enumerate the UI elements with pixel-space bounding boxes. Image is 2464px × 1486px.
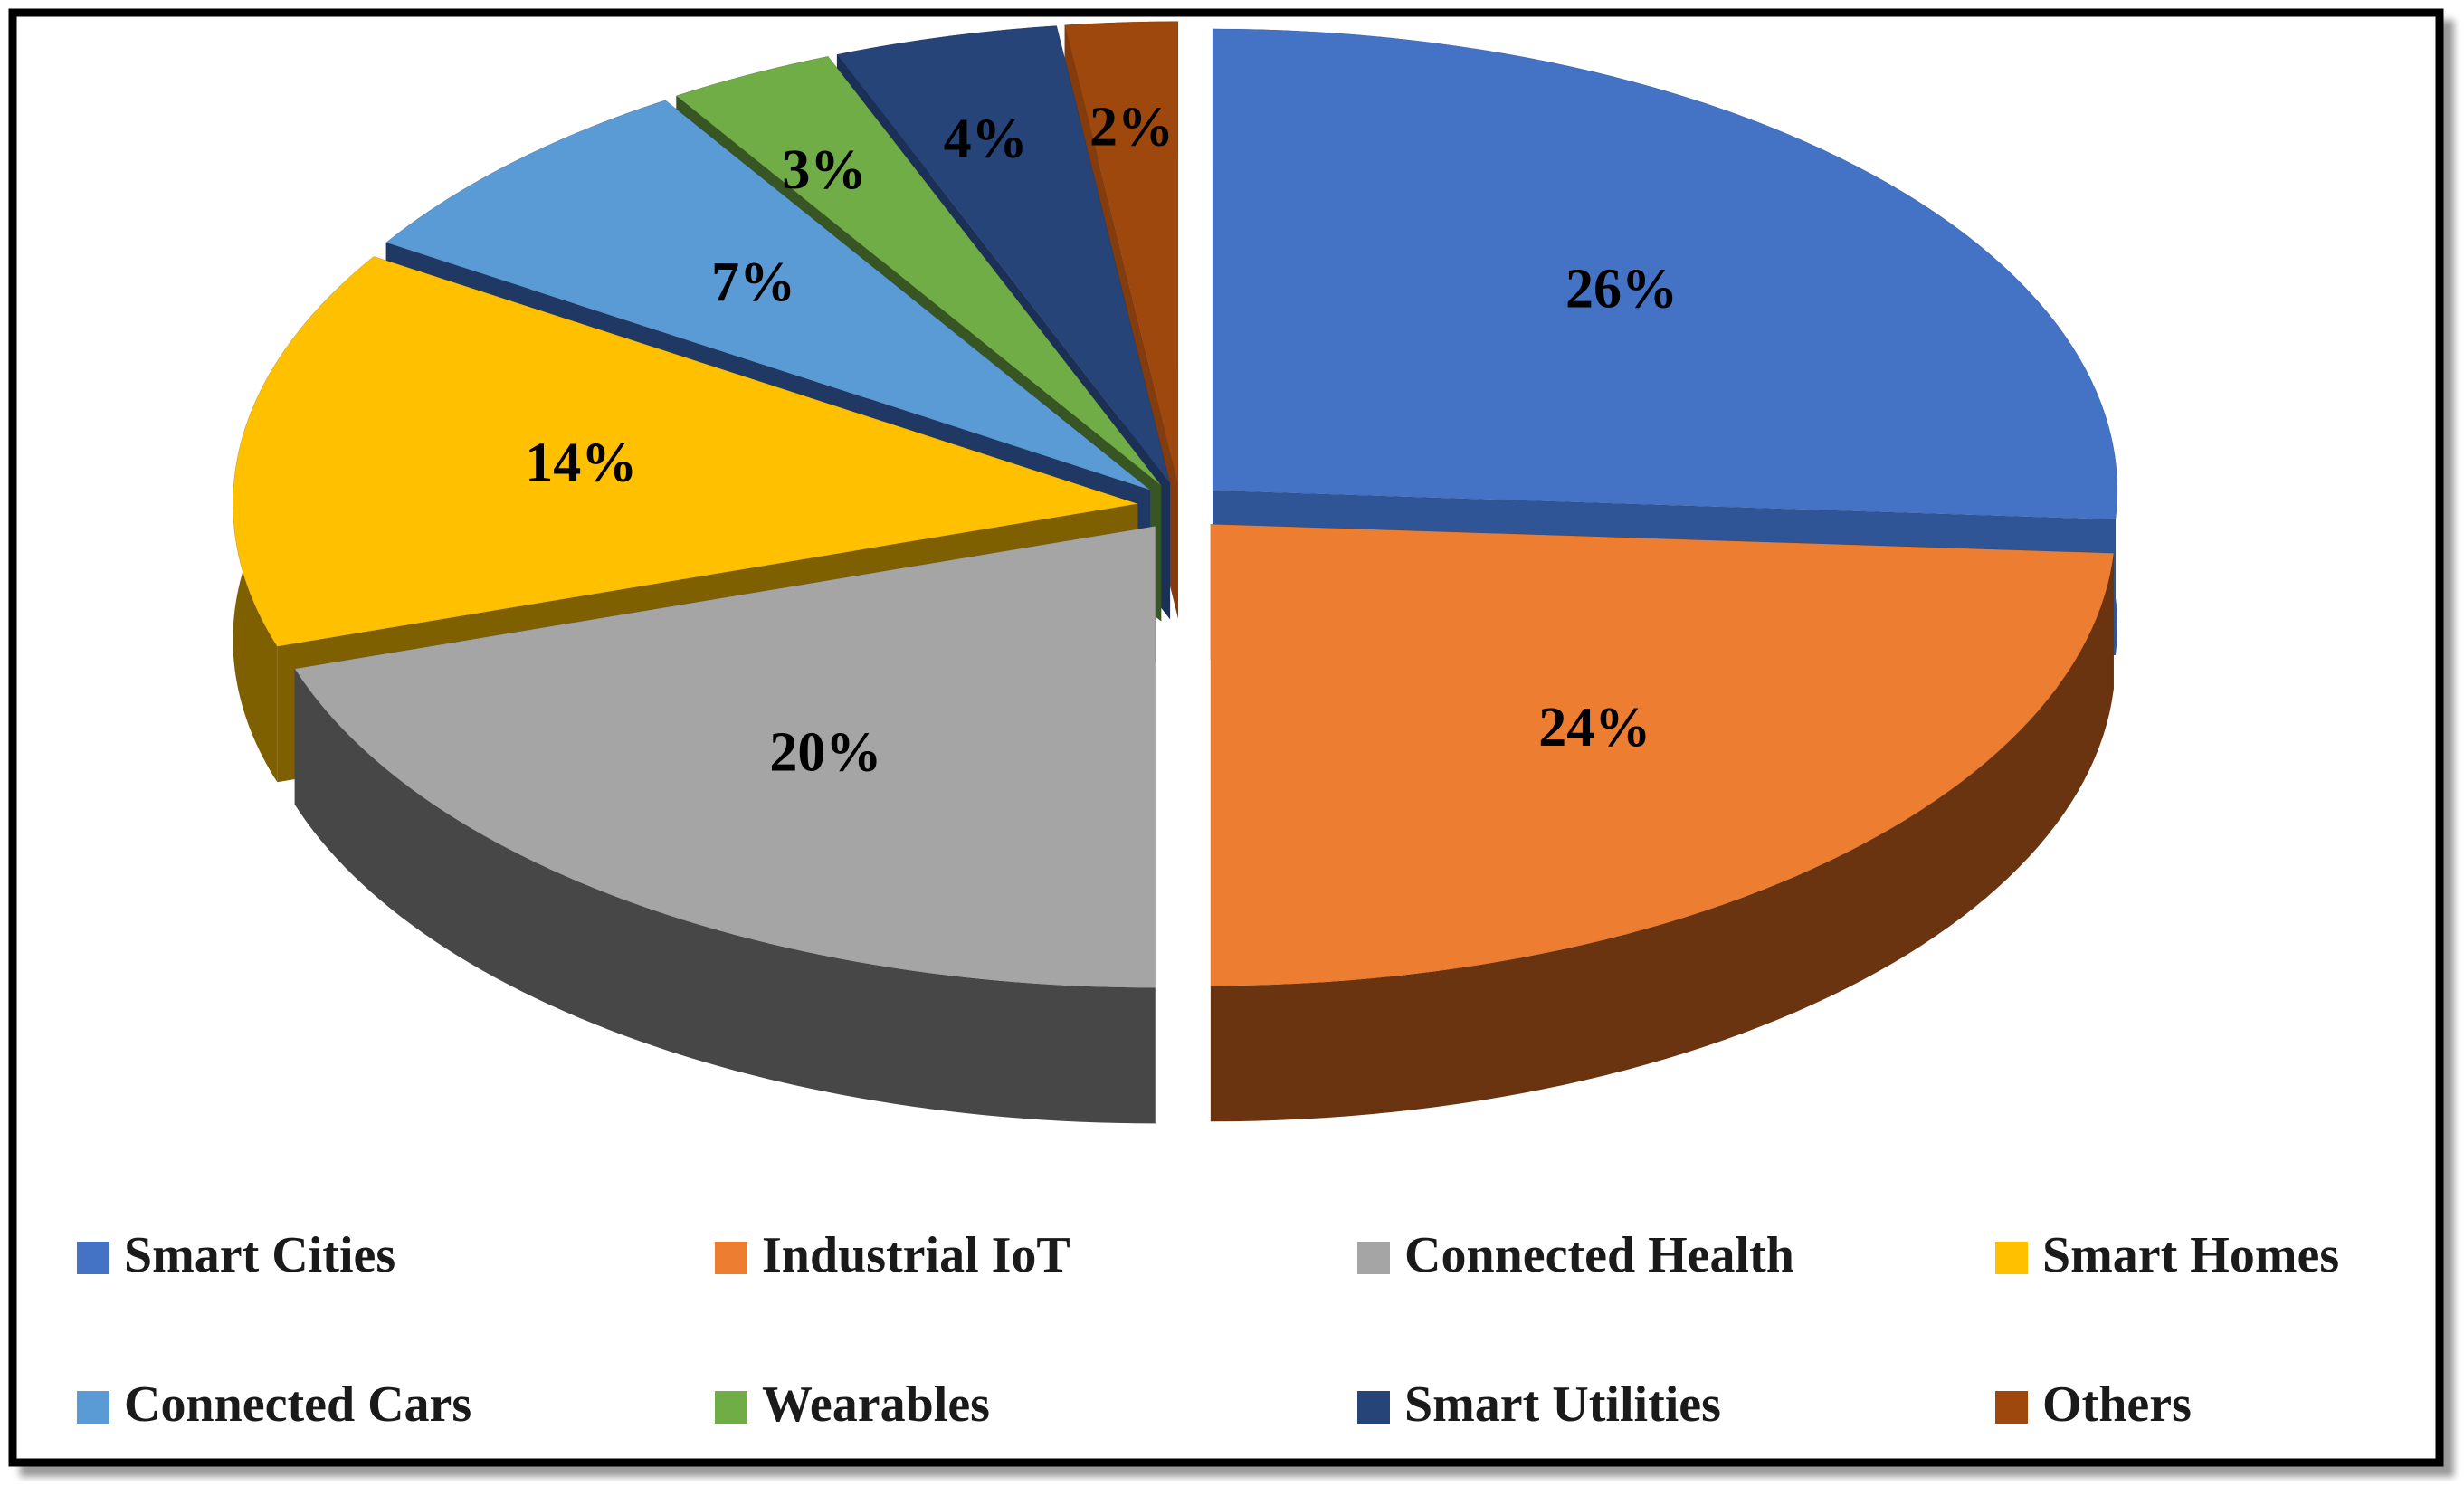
legend-label-connected-health: Connected Health — [1404, 1227, 1794, 1283]
data-labels-group: 26% 24% 20% 14% 7% 3% 4% 2% — [525, 97, 1678, 784]
legend-swatch-smart-homes — [1995, 1242, 2028, 1274]
legend-label-industrial-iot: Industrial IoT — [762, 1227, 1070, 1283]
legend-swatch-smart-cities — [77, 1242, 109, 1274]
industrial-iot-rim — [1210, 553, 2114, 1122]
data-label-smart-homes: 14% — [525, 432, 637, 493]
data-label-industrial-iot: 24% — [1538, 697, 1651, 758]
legend-item-smart-homes: Smart Homes — [1995, 1227, 2339, 1283]
pie-slice-smart-cities — [1212, 28, 2118, 520]
pie-slice-others — [1064, 21, 1179, 483]
data-label-connected-cars: 7% — [711, 252, 795, 313]
legend-item-smart-cities: Smart Cities — [77, 1227, 395, 1283]
pie-slice-connected-health — [293, 525, 1156, 988]
legend-label-smart-cities: Smart Cities — [124, 1227, 395, 1283]
connected-health-rim — [294, 668, 1156, 1124]
legend-swatch-smart-utilities — [1357, 1391, 1390, 1424]
legend-item-connected-cars: Connected Cars — [77, 1376, 471, 1433]
legend-label-smart-utilities: Smart Utilities — [1404, 1376, 1721, 1433]
legend-item-smart-utilities: Smart Utilities — [1357, 1376, 1721, 1433]
legend-swatch-wearables — [715, 1391, 747, 1424]
legend-label-others: Others — [2042, 1376, 2192, 1433]
legend-item-others: Others — [1995, 1376, 2192, 1433]
legend-item-connected-health: Connected Health — [1357, 1227, 1794, 1283]
pie-slice-wearables — [675, 55, 1162, 486]
legend-item-industrial-iot: Industrial IoT — [715, 1227, 1070, 1283]
legend-swatch-industrial-iot — [715, 1242, 747, 1274]
pie-slice-smart-homes — [232, 255, 1138, 647]
legend-label-connected-cars: Connected Cars — [124, 1376, 471, 1433]
slice-tops-group — [232, 21, 2118, 988]
pie-slice-industrial-iot — [1210, 523, 2115, 986]
data-label-others: 2% — [1089, 97, 1174, 158]
legend-swatch-connected-cars — [77, 1391, 109, 1424]
legend-item-wearables: Wearables — [715, 1376, 990, 1433]
pie-slice-smart-utilities — [836, 24, 1171, 484]
legend-label-wearables: Wearables — [762, 1376, 990, 1433]
legend-swatch-connected-health — [1357, 1242, 1390, 1274]
data-label-smart-cities: 26% — [1565, 259, 1678, 320]
legend: Smart Cities Industrial IoT Connected Heal… — [77, 1227, 2339, 1433]
data-label-wearables: 3% — [782, 139, 866, 201]
data-label-smart-utilities: 4% — [944, 109, 1028, 170]
legend-label-smart-homes: Smart Homes — [2042, 1227, 2339, 1283]
pie-slice-connected-cars — [385, 100, 1151, 491]
data-label-connected-health: 20% — [769, 721, 881, 783]
legend-swatch-others — [1995, 1391, 2028, 1424]
